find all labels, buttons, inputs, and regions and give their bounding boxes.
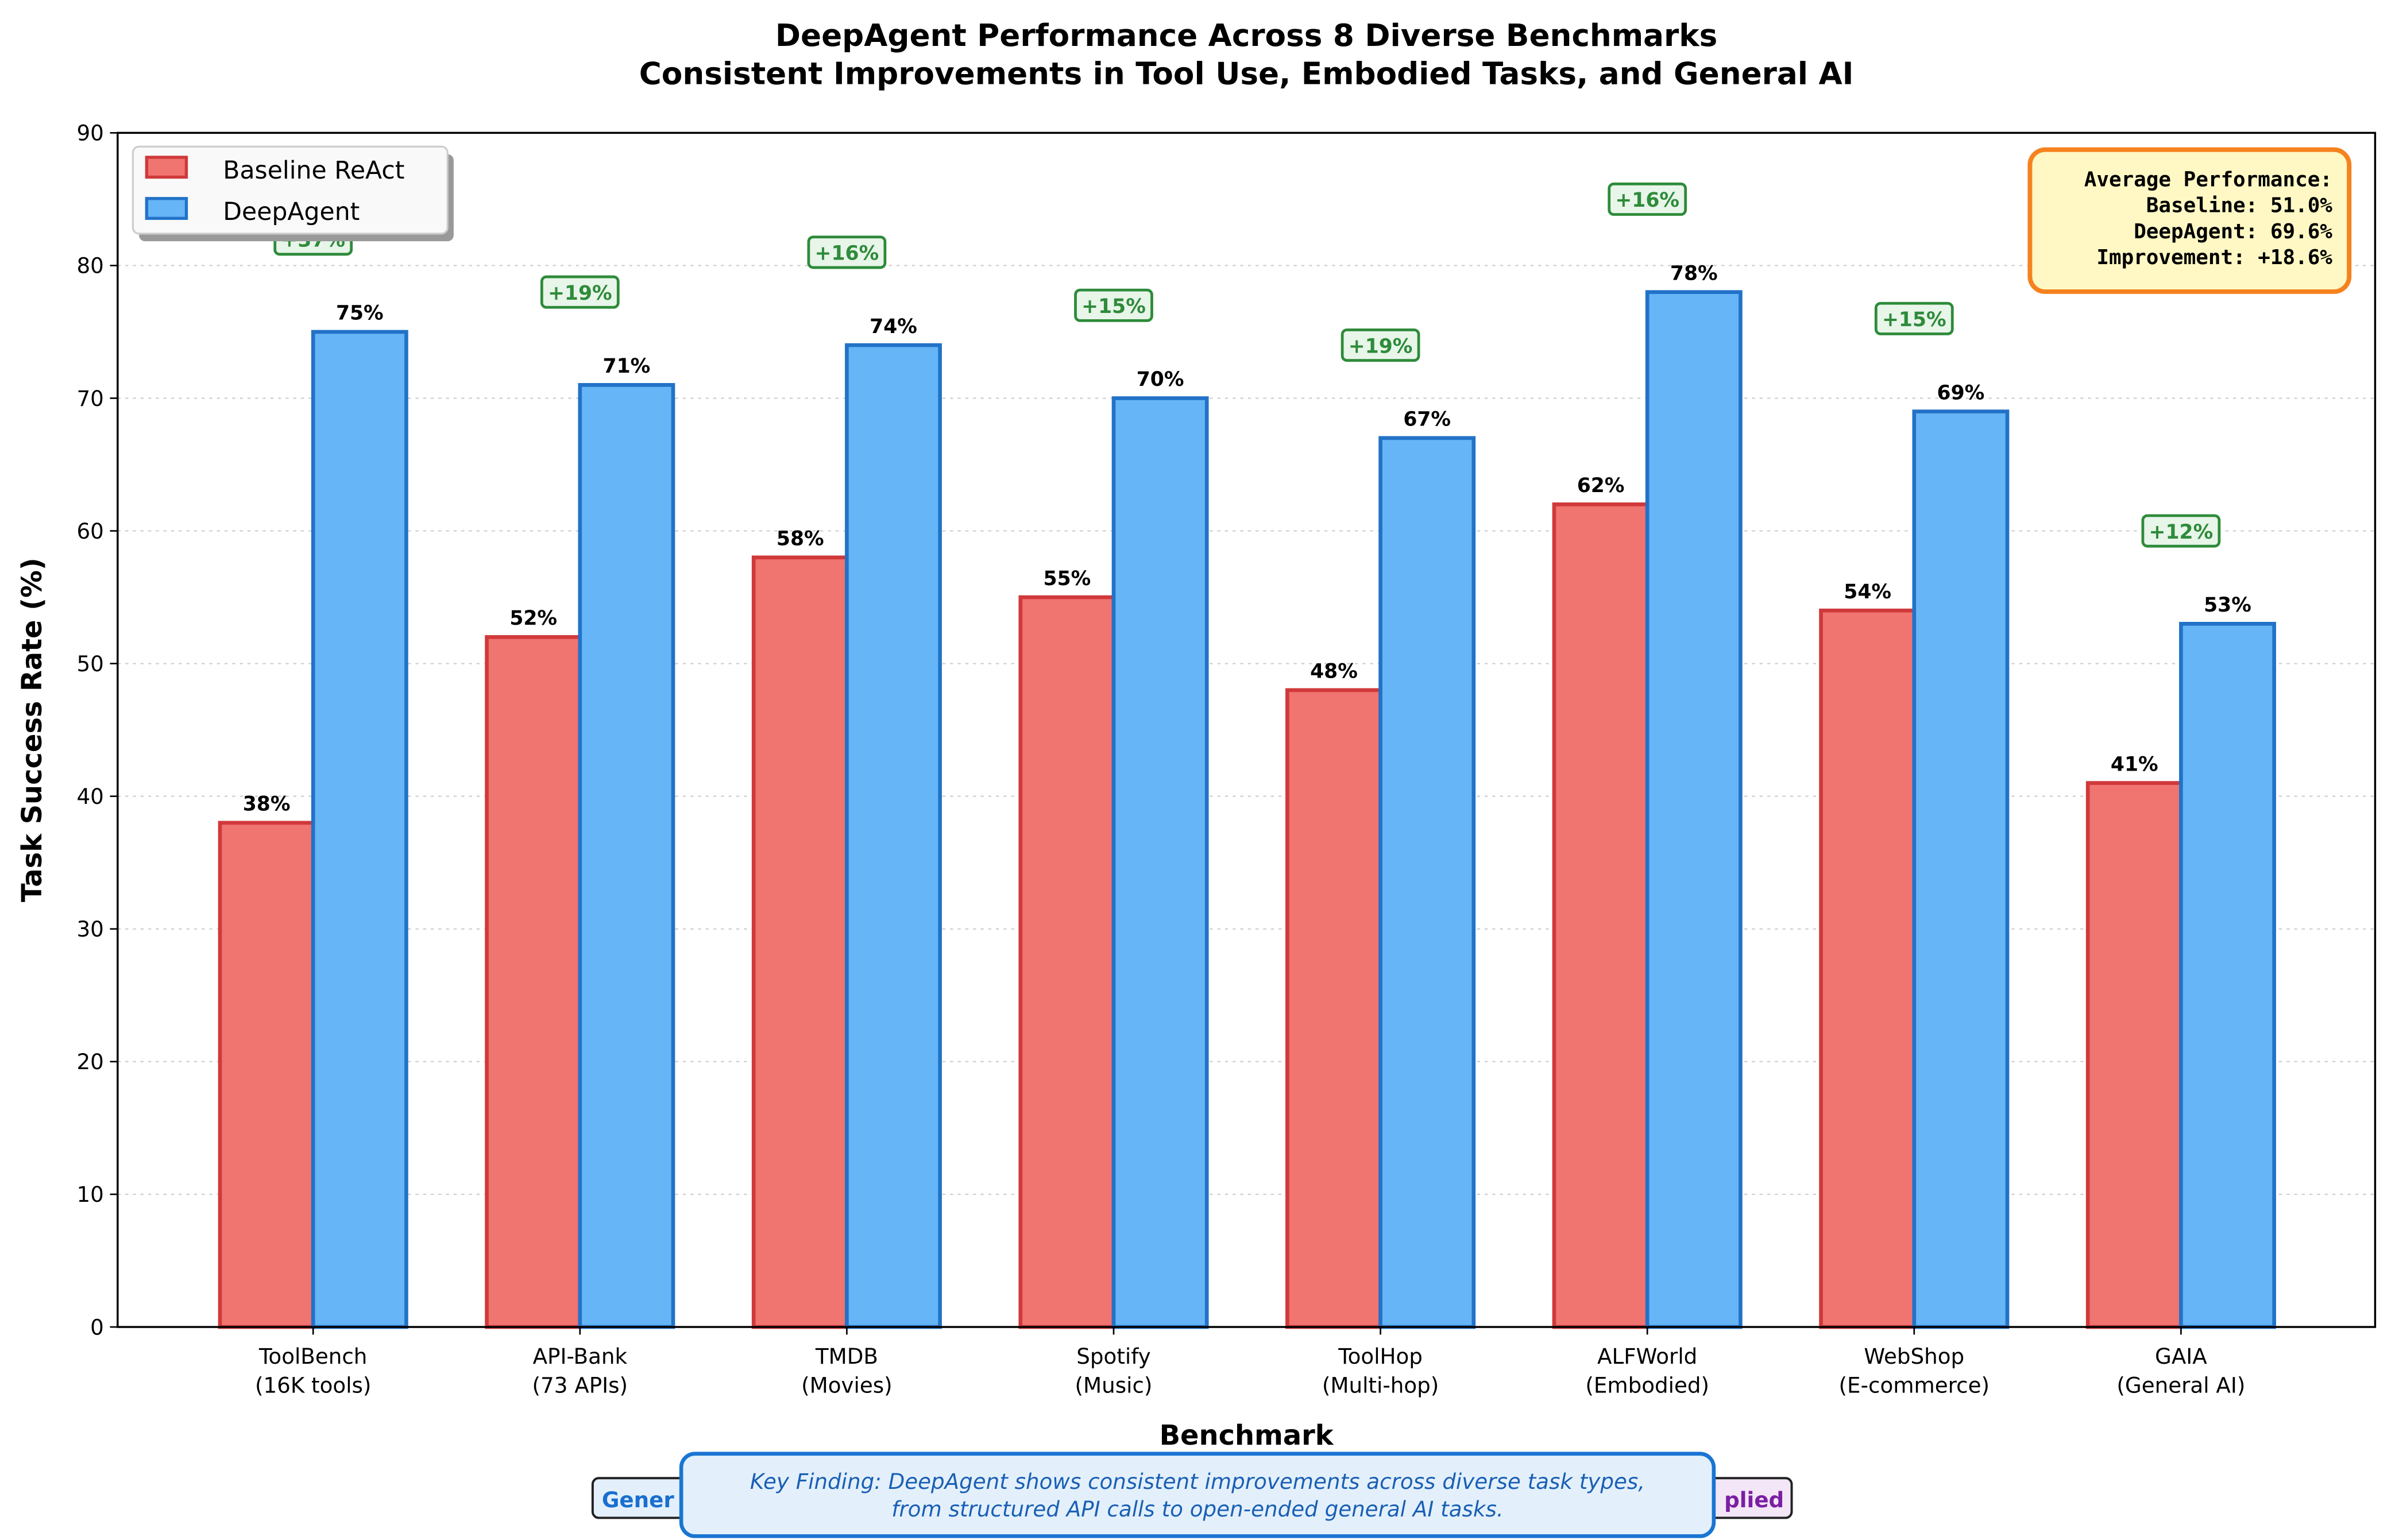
category-box-right-text: plied — [1724, 1487, 1784, 1512]
data-label-baseline: 52% — [509, 607, 557, 630]
y-tick-label: 80 — [76, 253, 103, 278]
bar-deepagent — [1378, 436, 1476, 1329]
x-tick-label: ToolHop — [1338, 1344, 1423, 1369]
data-label-deepagent: 67% — [1403, 408, 1451, 431]
improvement-badge — [2141, 514, 2221, 548]
x-tick-sublabel: (E-commerce) — [1839, 1372, 1990, 1398]
x-tick-label: GAIA — [2155, 1344, 2207, 1369]
bar-baseline — [485, 635, 582, 1329]
legend-item-baseline[interactable]: Baseline ReAct — [145, 156, 404, 185]
category-box-left-text: Gener — [602, 1487, 675, 1512]
x-tick-sublabel: (Music) — [1075, 1372, 1153, 1398]
x-tick-sublabel: (73 APIs) — [532, 1372, 628, 1398]
y-tick-label: 60 — [76, 519, 103, 544]
x-tick-sublabel: (Multi-hop) — [1322, 1372, 1439, 1398]
data-label-deepagent: 74% — [870, 315, 917, 338]
y-tick-label: 0 — [90, 1314, 104, 1340]
x-tick-label: TMDB — [815, 1344, 878, 1369]
x-tick-label: API-Bank — [533, 1344, 628, 1369]
legend-label-deepagent: DeepAgent — [223, 198, 360, 226]
data-label-deepagent: 69% — [1937, 381, 1985, 404]
bar-deepagent — [845, 343, 942, 1329]
improvement-label: +15% — [1081, 295, 1146, 318]
legend-label-baseline: Baseline ReAct — [223, 157, 404, 185]
key-finding-line-1: Key Finding: DeepAgent shows consistent … — [750, 1469, 1645, 1494]
summary-line-improvement: Improvement: +18.6% — [2096, 246, 2332, 269]
improvement-badge — [1874, 301, 1954, 335]
improvement-label: +16% — [815, 242, 879, 265]
bar-deepagent — [1645, 290, 1743, 1329]
improvement-label: +19% — [1349, 335, 1413, 358]
bar-baseline — [751, 555, 849, 1329]
y-tick-label: 70 — [76, 386, 103, 411]
x-tick-label: ToolBench — [258, 1344, 367, 1369]
summary-line-title: Average Performance: — [2084, 168, 2332, 191]
plot-frame — [117, 131, 2377, 1328]
chart-subtitle: Consistent Improvements in Tool Use, Emb… — [639, 56, 1854, 91]
y-tick-label: 90 — [76, 121, 103, 146]
chart-title: DeepAgent Performance Across 8 Diverse B… — [775, 18, 1717, 53]
key-finding-line-2: from structured API calls to open-ended … — [891, 1496, 1503, 1522]
data-label-deepagent: 75% — [336, 302, 384, 325]
bar-baseline — [1819, 608, 1917, 1329]
bar-baseline — [1285, 688, 1382, 1329]
x-tick-sublabel: (16K tools) — [255, 1372, 372, 1398]
data-label-baseline: 58% — [777, 528, 824, 551]
bar-deepagent — [1111, 396, 1209, 1329]
y-tick-label: 10 — [76, 1182, 103, 1207]
summary-line-baseline: Baseline: 51.0% — [2146, 194, 2333, 218]
average-performance-box: Average Performance: Baseline: 51.0% Dee… — [2027, 147, 2352, 294]
data-label-deepagent: 53% — [2204, 594, 2251, 617]
data-label-baseline: 48% — [1310, 660, 1358, 683]
y-tick-label: 50 — [76, 651, 103, 676]
y-axis-label: Task Success Rate (%) — [17, 558, 48, 902]
key-finding-box: Key Finding: DeepAgent shows consistent … — [679, 1452, 1716, 1538]
data-label-baseline: 38% — [243, 793, 291, 816]
x-tick-label: WebShop — [1864, 1344, 1964, 1369]
improvement-label: +19% — [548, 282, 612, 305]
x-tick-label: ALFWorld — [1597, 1344, 1697, 1369]
improvement-label: +15% — [1882, 308, 1946, 331]
legend-item-deepagent[interactable]: DeepAgent — [145, 197, 360, 226]
data-label-baseline: 62% — [1577, 474, 1625, 497]
legend: Baseline ReAct DeepAgent — [132, 145, 454, 242]
y-tick-label: 30 — [76, 916, 103, 942]
data-label-baseline: 41% — [2111, 753, 2158, 776]
improvement-badge — [807, 235, 887, 269]
x-tick-sublabel: (Embodied) — [1585, 1372, 1709, 1398]
bar-baseline — [218, 821, 315, 1329]
improvement-badge — [1074, 288, 1153, 322]
bar-baseline — [1018, 595, 1116, 1329]
data-label-deepagent: 78% — [1670, 262, 1718, 285]
summary-line-deepagent: DeepAgent: 69.6% — [2134, 220, 2332, 243]
data-label-deepagent: 70% — [1137, 368, 1184, 391]
bar-baseline — [2085, 781, 2183, 1329]
x-tick-label: Spotify — [1076, 1344, 1150, 1369]
y-tick-label: 20 — [76, 1049, 103, 1074]
data-label-baseline: 55% — [1044, 567, 1091, 590]
data-label-deepagent: 71% — [603, 355, 651, 378]
bar-deepagent — [2179, 622, 2276, 1329]
bar-deepagent — [1912, 409, 2010, 1329]
improvement-badge — [540, 275, 620, 309]
improvement-label: +12% — [2149, 521, 2214, 544]
x-tick-sublabel: (General AI) — [2116, 1372, 2245, 1398]
legend-swatch-baseline — [145, 156, 188, 179]
x-axis-label: Benchmark — [1160, 1420, 1334, 1452]
improvement-badge — [1608, 182, 1687, 216]
bar-deepagent — [578, 383, 675, 1329]
legend-swatch-deepagent — [145, 197, 188, 220]
data-label-baseline: 54% — [1844, 581, 1891, 603]
improvement-label: +16% — [1615, 189, 1679, 212]
bar-baseline — [1552, 502, 1650, 1329]
y-tick-label: 40 — [76, 784, 103, 809]
x-tick-sublabel: (Movies) — [801, 1372, 893, 1398]
bar-deepagent — [311, 330, 408, 1329]
improvement-badge — [1341, 328, 1420, 362]
